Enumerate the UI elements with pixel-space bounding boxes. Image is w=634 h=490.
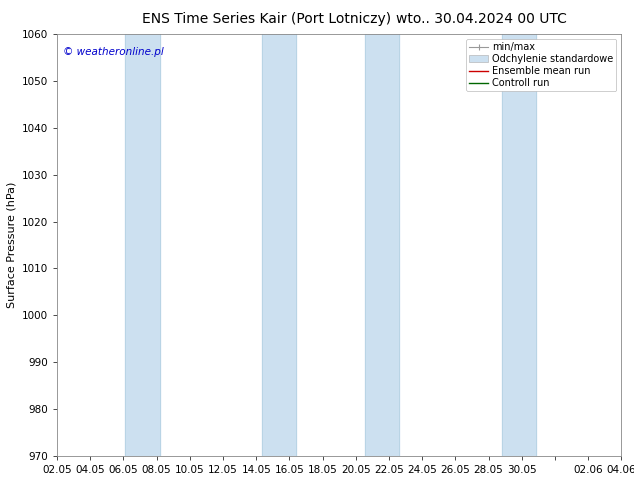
Y-axis label: Surface Pressure (hPa): Surface Pressure (hPa) [6,182,16,308]
Text: wto.. 30.04.2024 00 UTC: wto.. 30.04.2024 00 UTC [396,12,567,26]
Legend: min/max, Odchylenie standardowe, Ensemble mean run, Controll run: min/max, Odchylenie standardowe, Ensembl… [466,39,616,91]
Bar [126,34,160,456]
Text: © weatheronline.pl: © weatheronline.pl [63,47,164,57]
Text: ENS Time Series Kair (Port Lotniczy): ENS Time Series Kair (Port Lotniczy) [142,12,391,26]
Bar [501,34,536,456]
Bar [365,34,399,456]
Bar [262,34,297,456]
